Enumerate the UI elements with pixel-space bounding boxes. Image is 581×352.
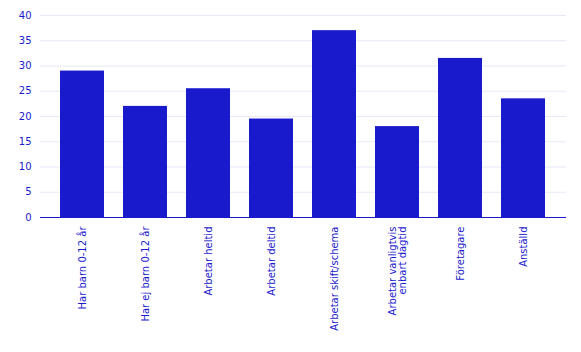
svg-text:Arbetar heltid: Arbetar heltid — [203, 227, 214, 296]
svg-text:20: 20 — [19, 111, 32, 122]
svg-text:35: 35 — [19, 35, 32, 46]
svg-text:25: 25 — [19, 85, 32, 96]
svg-text:5: 5 — [25, 186, 31, 197]
svg-text:Företagare: Företagare — [455, 227, 466, 281]
svg-text:10: 10 — [19, 161, 32, 172]
svg-text:Anställd: Anställd — [518, 227, 529, 267]
svg-text:40: 40 — [19, 10, 32, 21]
svg-text:Har barn 0-12 år: Har barn 0-12 år — [76, 226, 88, 310]
svg-text:15: 15 — [19, 136, 32, 147]
svg-text:30: 30 — [19, 60, 32, 71]
svg-text:Arbetar skift/schema: Arbetar skift/schema — [329, 227, 340, 331]
svg-text:Arbetar deltid: Arbetar deltid — [266, 227, 277, 296]
svg-text:Har ej barn 0-12 år: Har ej barn 0-12 år — [139, 226, 151, 322]
svg-text:0: 0 — [25, 212, 31, 223]
svg-text:Arbetar vanligtvisenbart dagti: Arbetar vanligtvisenbart dagtid — [387, 227, 408, 316]
